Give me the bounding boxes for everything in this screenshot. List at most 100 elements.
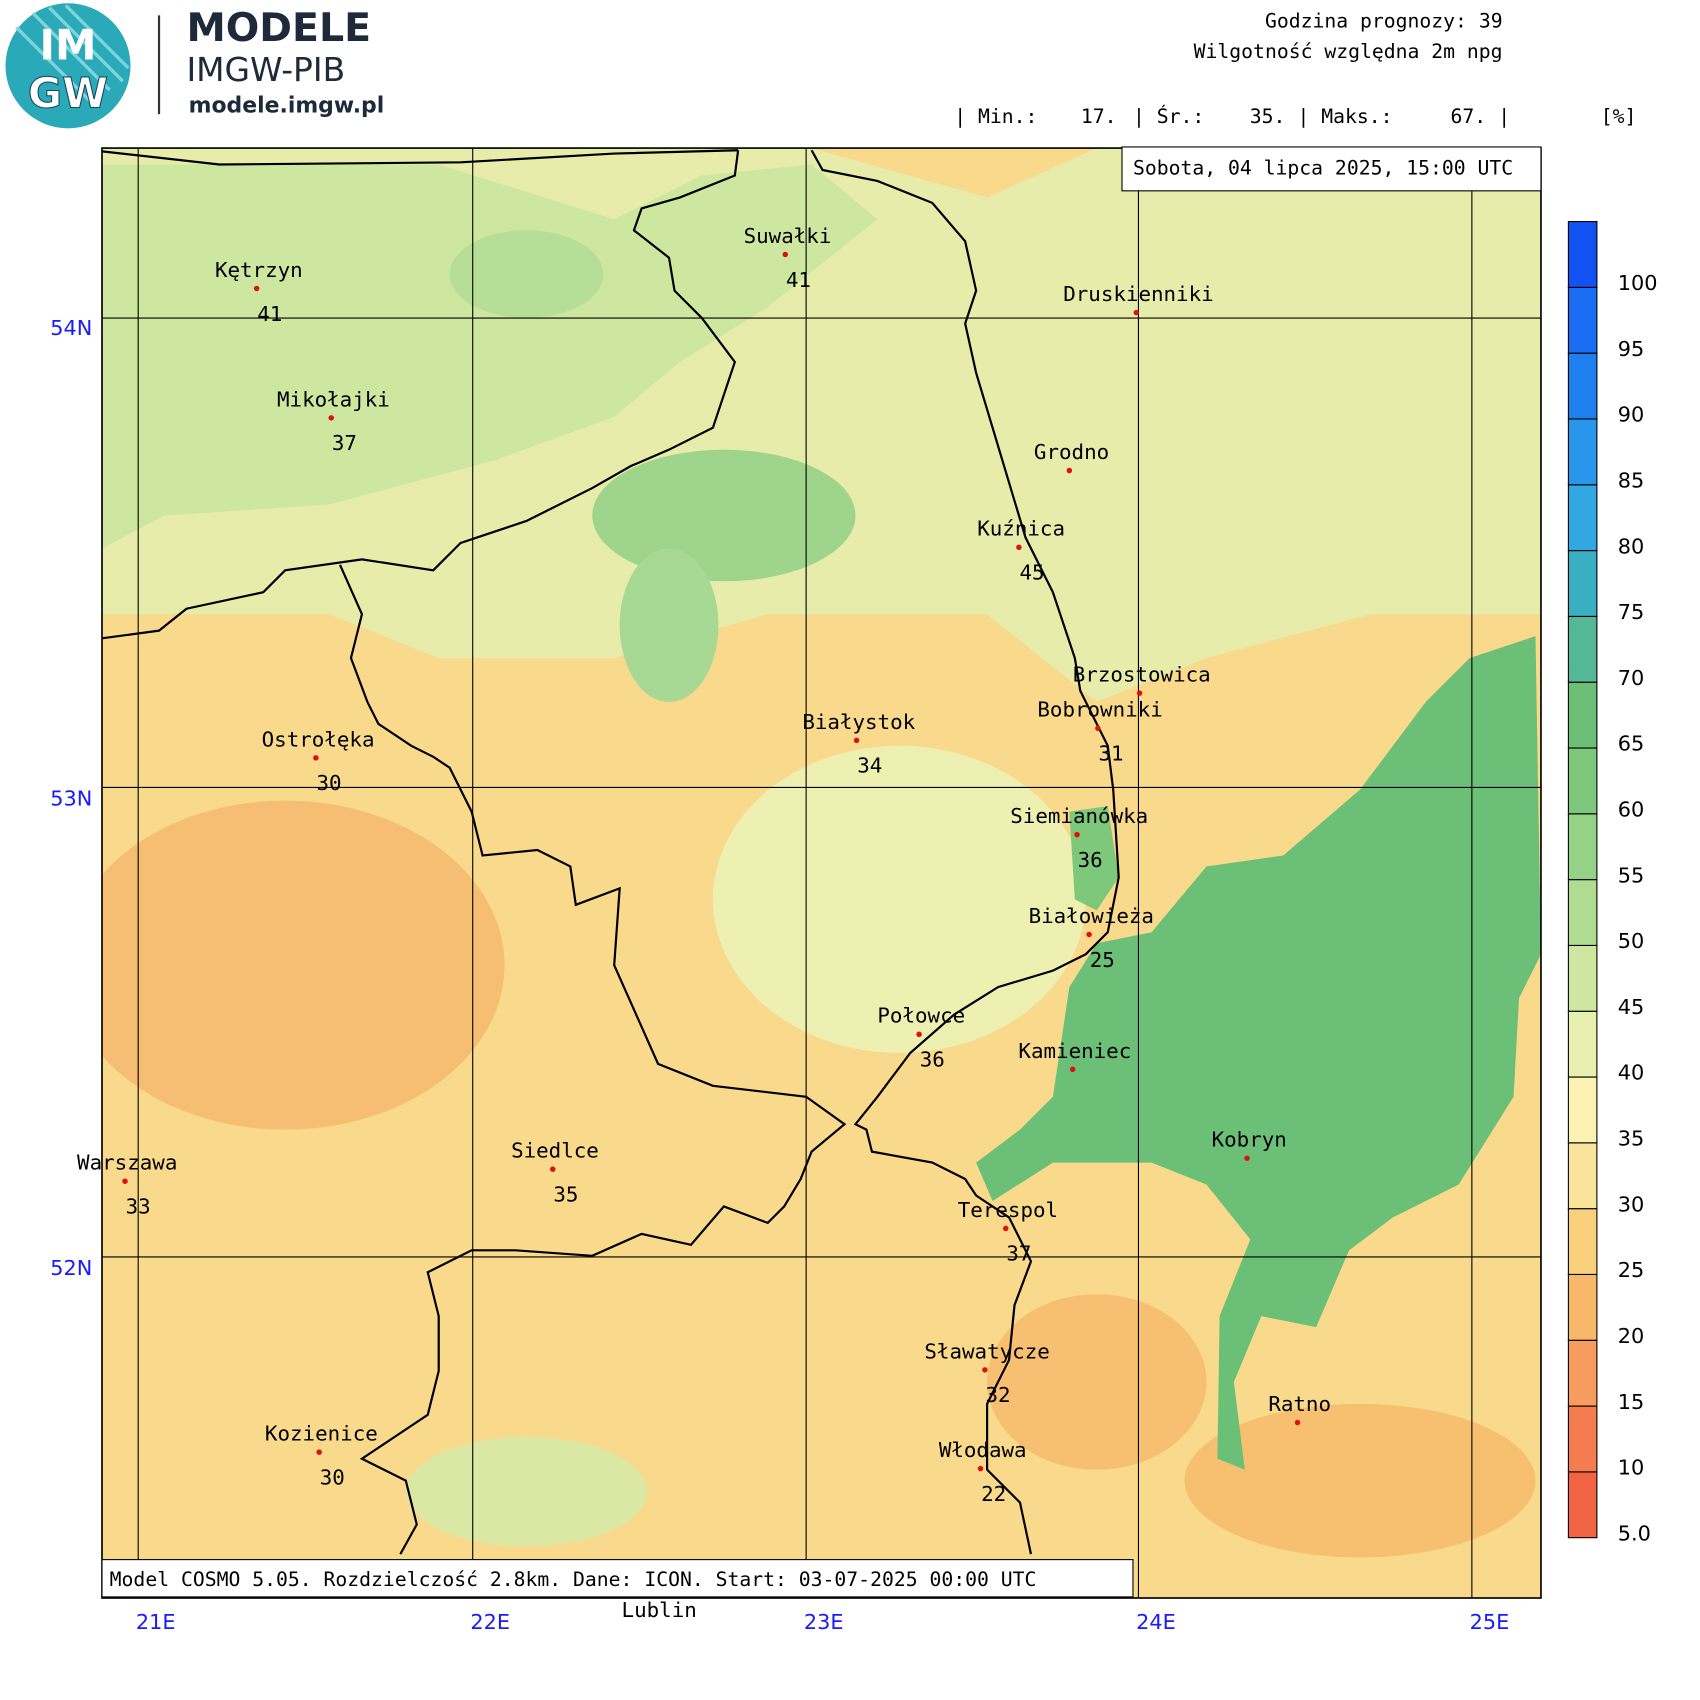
city-value: 31 — [1098, 742, 1123, 766]
colorbar-segment — [1567, 352, 1598, 420]
colorbar-label: 25 — [1618, 1258, 1645, 1282]
city-value: 36 — [1078, 848, 1103, 872]
colorbar-segment — [1567, 813, 1598, 881]
colorbar-segment — [1567, 1405, 1598, 1473]
stat-text: | Maks.: — [1297, 105, 1392, 128]
variable-name: Wilgotność względna 2m npg — [1194, 40, 1503, 63]
footer-box — [101, 1559, 1134, 1598]
stat-text: 67. — [1450, 105, 1486, 128]
colorbar-label: 50 — [1618, 929, 1645, 953]
colorbar-label: 100 — [1618, 271, 1658, 295]
city-name: Ratno — [1268, 1392, 1331, 1416]
city-name: Kozienice — [265, 1422, 378, 1446]
colorbar-segment — [1567, 615, 1598, 683]
colorbar-label: 80 — [1618, 534, 1645, 558]
city-name: Grodno — [1034, 440, 1109, 464]
colorbar-segment — [1567, 484, 1598, 552]
city-name: Białystok — [802, 710, 915, 734]
colorbar-segment — [1567, 747, 1598, 815]
city-value: 32 — [986, 1383, 1011, 1407]
field-zone — [405, 1436, 648, 1547]
border — [810, 149, 1120, 1555]
lat-label: 53N — [50, 787, 92, 811]
city-marker — [1136, 690, 1143, 696]
graticule — [101, 148, 1541, 1598]
field-zone — [987, 1294, 1207, 1470]
colorbar-label: 60 — [1618, 798, 1645, 822]
city-name: Warszawa — [77, 1151, 177, 1175]
city-marker — [1086, 931, 1092, 938]
lat-label: 54N — [50, 316, 92, 340]
stat-text: 17. — [1081, 105, 1117, 128]
map-frame — [101, 147, 1542, 1599]
city-name: Białowieża — [1029, 904, 1154, 928]
city-marker — [328, 415, 334, 421]
date-label: Sobota, 04 lipca 2025, 15:00 UTC — [1133, 156, 1513, 179]
city-name: Połowce — [877, 1004, 965, 1028]
logo-stripes — [15, 4, 130, 106]
city-name: Siemianówka — [1010, 804, 1148, 828]
border — [338, 564, 847, 1555]
colorbar-label: 55 — [1618, 863, 1645, 887]
field-zone — [976, 636, 1541, 1470]
city-value: 41 — [786, 268, 811, 292]
city-marker — [1069, 1066, 1076, 1073]
city-name: Mikołajki — [277, 387, 390, 411]
city-marker — [977, 1465, 984, 1472]
city-value: 25 — [1090, 948, 1115, 972]
lon-label: 23E — [804, 1610, 844, 1634]
city-marker — [916, 1031, 922, 1037]
colorbar-label: 40 — [1618, 1061, 1645, 1085]
city-marker — [253, 285, 260, 292]
city-marker — [316, 1449, 322, 1455]
brand-title: MODELE — [186, 5, 371, 51]
city-name: Suwałki — [744, 224, 832, 248]
city-marker — [1133, 309, 1139, 316]
colorbar-segment — [1567, 1076, 1598, 1144]
brand-url[interactable]: modele.imgw.pl — [189, 93, 385, 118]
colorbar-label: 90 — [1618, 403, 1645, 427]
city-value: 41 — [257, 302, 282, 326]
field-zone — [449, 230, 604, 319]
field-zone — [1184, 1403, 1536, 1558]
city-value: 35 — [553, 1182, 578, 1206]
stat-text: | Śr.: — [1133, 104, 1204, 128]
city-value: 37 — [332, 431, 357, 455]
colorbar-segment — [1567, 1273, 1598, 1341]
colorbar-label: 65 — [1618, 732, 1645, 756]
city-marker — [1074, 831, 1080, 838]
city-name: Kamieniec — [1018, 1039, 1131, 1063]
map-field — [101, 148, 1541, 1598]
colorbar-label: 15 — [1618, 1390, 1645, 1414]
colorbar-label: 95 — [1618, 337, 1645, 361]
city-marker — [1244, 1155, 1250, 1161]
colorbar-segment — [1567, 681, 1598, 749]
city-value: 30 — [320, 1465, 345, 1489]
city-name: Kętrzyn — [215, 258, 303, 282]
city-marker — [982, 1367, 988, 1373]
colorbar-segment — [1567, 286, 1598, 354]
field-zone — [619, 548, 719, 702]
lon-label: 22E — [470, 1610, 510, 1634]
city-value: 36 — [920, 1048, 945, 1072]
city-marker — [1016, 544, 1022, 551]
colorbar-segment — [1567, 1142, 1598, 1210]
brand-subtitle: IMGW-PIB — [186, 50, 345, 89]
city-label: Lublin — [622, 1598, 697, 1622]
lat-label: 52N — [50, 1256, 92, 1280]
city-marker — [1066, 467, 1073, 474]
city-name: Druskienniki — [1063, 282, 1213, 306]
borders — [101, 149, 1120, 1555]
stat-text: | Min.: — [954, 105, 1037, 128]
city-value: 33 — [126, 1195, 151, 1219]
city-marker — [550, 1166, 556, 1172]
colorbar-label: 35 — [1618, 1127, 1645, 1151]
colorbar-label: 10 — [1618, 1456, 1645, 1480]
unit: [%] — [1601, 105, 1637, 128]
city-marker — [313, 755, 319, 761]
colorbar-segment — [1567, 550, 1598, 617]
colorbar-segment — [1567, 1339, 1598, 1407]
city-marker — [122, 1178, 128, 1184]
city-marker — [1294, 1419, 1301, 1426]
